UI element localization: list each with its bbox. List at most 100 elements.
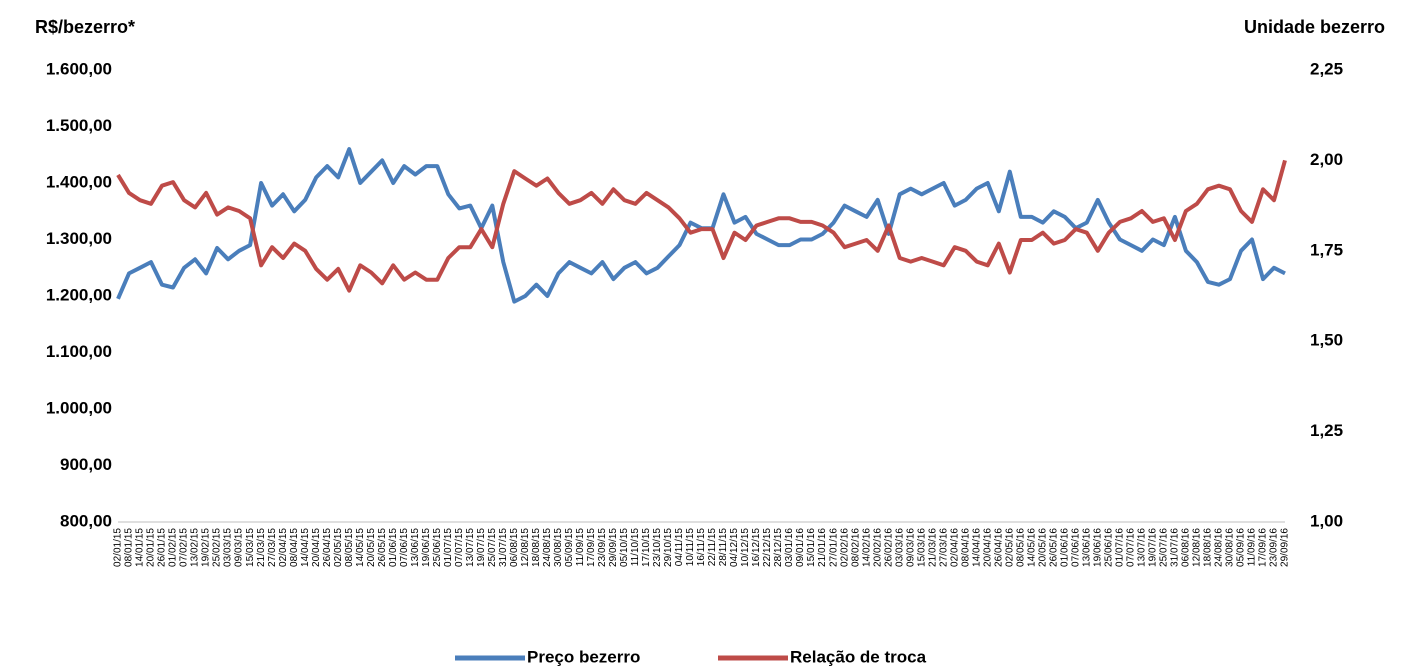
x-tick-label: 19/07/16 bbox=[1148, 528, 1159, 567]
y2-tick-label: 2,00 bbox=[1310, 150, 1343, 169]
x-tick-label: 29/10/15 bbox=[663, 528, 674, 567]
x-tick-label: 26/02/16 bbox=[883, 528, 894, 567]
x-tick-label: 25/07/15 bbox=[487, 528, 498, 567]
x-tick-label: 01/07/16 bbox=[1114, 528, 1125, 567]
x-tick-label: 27/03/15 bbox=[267, 528, 278, 567]
y-tick-label: 900,00 bbox=[60, 455, 112, 474]
x-tick-label: 25/06/16 bbox=[1103, 528, 1114, 567]
x-tick-label: 06/08/15 bbox=[509, 528, 520, 567]
y2-tick-label: 1,50 bbox=[1310, 331, 1343, 350]
x-tick-label: 07/06/16 bbox=[1070, 528, 1081, 567]
x-tick-label: 02/05/15 bbox=[333, 528, 344, 567]
x-tick-label: 02/01/15 bbox=[113, 528, 124, 567]
x-tick-label: 08/04/16 bbox=[960, 528, 971, 567]
x-tick-label: 26/01/15 bbox=[157, 528, 168, 567]
x-tick-label: 22/12/15 bbox=[762, 528, 773, 567]
x-tick-label: 25/06/15 bbox=[432, 528, 443, 567]
x-tick-label: 03/03/16 bbox=[894, 528, 905, 567]
x-tick-label: 16/11/15 bbox=[696, 528, 707, 567]
x-tick-label: 05/10/15 bbox=[619, 528, 630, 567]
x-tick-label: 13/07/16 bbox=[1137, 528, 1148, 567]
x-tick-label: 07/06/15 bbox=[399, 528, 410, 567]
x-tick-label: 15/01/16 bbox=[806, 528, 817, 567]
x-tick-label: 21/03/16 bbox=[927, 528, 938, 567]
x-tick-label: 07/07/16 bbox=[1126, 528, 1137, 567]
x-tick-label: 20/04/15 bbox=[311, 528, 322, 567]
x-tick-label: 07/02/15 bbox=[179, 528, 190, 567]
x-tick-label: 18/08/15 bbox=[531, 528, 542, 567]
x-tick-label: 25/02/15 bbox=[212, 528, 223, 567]
x-tick-label: 17/10/15 bbox=[641, 528, 652, 567]
x-tick-label: 14/04/15 bbox=[300, 528, 311, 567]
x-tick-label: 09/01/16 bbox=[795, 528, 806, 567]
x-tick-label: 16/12/15 bbox=[751, 528, 762, 567]
x-tick-label: 11/10/15 bbox=[630, 528, 641, 567]
x-tick-label: 31/07/15 bbox=[498, 528, 509, 567]
x-tick-label: 10/11/15 bbox=[685, 528, 696, 567]
x-tick-label: 02/02/16 bbox=[839, 528, 850, 567]
x-tick-label: 13/07/15 bbox=[465, 528, 476, 567]
y-tick-label: 1.100,00 bbox=[46, 342, 112, 361]
x-tick-label: 30/08/15 bbox=[553, 528, 564, 567]
x-tick-label: 31/07/16 bbox=[1170, 528, 1181, 567]
x-tick-label: 13/06/16 bbox=[1081, 528, 1092, 567]
legend-label: Preço bezerro bbox=[527, 647, 640, 666]
x-tick-label: 22/11/15 bbox=[707, 528, 718, 567]
x-tick-label: 30/08/16 bbox=[1225, 528, 1236, 567]
x-tick-label: 20/05/16 bbox=[1037, 528, 1048, 567]
x-tick-label: 01/06/15 bbox=[388, 528, 399, 567]
x-tick-label: 11/09/16 bbox=[1247, 528, 1258, 567]
x-tick-label: 02/05/16 bbox=[1004, 528, 1015, 567]
y2-tick-label: 2,25 bbox=[1310, 59, 1343, 78]
x-tick-label: 28/11/15 bbox=[718, 528, 729, 567]
x-tick-label: 15/03/15 bbox=[245, 528, 256, 567]
x-tick-label: 20/04/16 bbox=[982, 528, 993, 567]
y2-tick-label: 1,25 bbox=[1310, 421, 1343, 440]
y-tick-label: 1.400,00 bbox=[46, 172, 112, 191]
x-tick-label: 02/04/15 bbox=[278, 528, 289, 567]
x-tick-label: 01/02/15 bbox=[168, 528, 179, 567]
x-tick-label: 12/08/16 bbox=[1192, 528, 1203, 567]
x-tick-label: 08/01/15 bbox=[124, 528, 135, 567]
x-tick-label: 08/05/15 bbox=[344, 528, 355, 567]
x-tick-label: 21/03/15 bbox=[256, 528, 267, 567]
x-tick-label: 07/07/15 bbox=[454, 528, 465, 567]
x-tick-label: 26/04/15 bbox=[322, 528, 333, 567]
x-tick-label: 14/05/16 bbox=[1026, 528, 1037, 567]
x-tick-label: 14/02/16 bbox=[861, 528, 872, 567]
x-tick-label: 21/01/16 bbox=[817, 528, 828, 567]
y-tick-label: 1.200,00 bbox=[46, 285, 112, 304]
x-tick-label: 09/03/15 bbox=[234, 528, 245, 567]
x-tick-label: 20/01/15 bbox=[146, 528, 157, 567]
x-tick-label: 23/09/15 bbox=[597, 528, 608, 567]
x-tick-label: 05/09/16 bbox=[1236, 528, 1247, 567]
legend-label: Relação de troca bbox=[790, 647, 927, 666]
y2-axis-title: Unidade bezerro bbox=[1244, 17, 1385, 37]
x-tick-label: 19/06/15 bbox=[421, 528, 432, 567]
x-tick-label: 14/04/16 bbox=[971, 528, 982, 567]
y-tick-label: 1.600,00 bbox=[46, 59, 112, 78]
x-tick-label: 14/05/15 bbox=[355, 528, 366, 567]
x-tick-label: 27/01/16 bbox=[828, 528, 839, 567]
x-tick-label: 28/12/15 bbox=[773, 528, 784, 567]
x-tick-label: 04/11/15 bbox=[674, 528, 685, 567]
x-tick-label: 04/12/15 bbox=[729, 528, 740, 567]
y2-tick-label: 1,00 bbox=[1310, 511, 1343, 530]
x-tick-label: 06/08/16 bbox=[1181, 528, 1192, 567]
x-tick-label: 03/03/15 bbox=[223, 528, 234, 567]
x-tick-label: 26/05/16 bbox=[1048, 528, 1059, 567]
y-tick-label: 800,00 bbox=[60, 511, 112, 530]
series-line bbox=[116, 159, 1287, 293]
x-tick-label: 15/03/16 bbox=[916, 528, 927, 567]
x-tick-label: 12/08/15 bbox=[520, 528, 531, 567]
x-tick-label: 17/09/16 bbox=[1258, 528, 1269, 567]
x-tick-label: 29/09/15 bbox=[608, 528, 619, 567]
x-tick-label: 27/03/16 bbox=[938, 528, 949, 567]
x-tick-label: 13/06/15 bbox=[410, 528, 421, 567]
y-tick-label: 1.300,00 bbox=[46, 229, 112, 248]
x-tick-label: 20/05/15 bbox=[366, 528, 377, 567]
x-tick-label: 25/07/16 bbox=[1159, 528, 1170, 567]
x-tick-label: 24/08/15 bbox=[542, 528, 553, 567]
x-tick-label: 09/03/16 bbox=[905, 528, 916, 567]
